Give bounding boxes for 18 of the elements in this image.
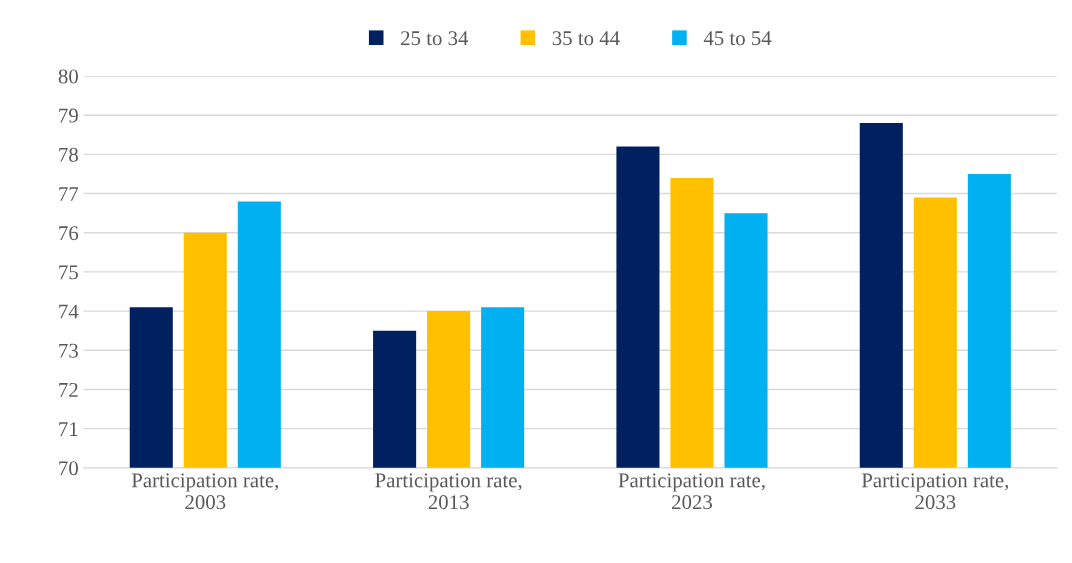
legend-label: 35 to 44 <box>552 31 620 46</box>
legend-label: 25 to 34 <box>401 31 469 46</box>
x-tick-label: Participation rate, 2003 <box>131 473 279 510</box>
y-tick-label: 70 <box>59 461 78 476</box>
y-tick-label: 75 <box>59 265 78 280</box>
y-tick-label: 78 <box>59 147 78 162</box>
y-tick-label: 73 <box>59 343 78 358</box>
x-tick-label: Participation rate, 2013 <box>375 473 522 510</box>
y-tick-label: 74 <box>59 304 79 319</box>
y-tick-label: 72 <box>59 382 78 397</box>
y-tick-label: 71 <box>59 422 78 436</box>
y-tick-label: 76 <box>59 226 79 241</box>
y-tick-label: 80 <box>58 69 78 84</box>
legend-label: 45 to 54 <box>703 31 772 46</box>
y-tick-label: 77 <box>59 187 79 201</box>
x-tick-label: Participation rate, 2023 <box>618 473 765 510</box>
x-tick-label: Participation rate, 2033 <box>861 473 1009 510</box>
y-tick-label: 79 <box>59 108 78 123</box>
